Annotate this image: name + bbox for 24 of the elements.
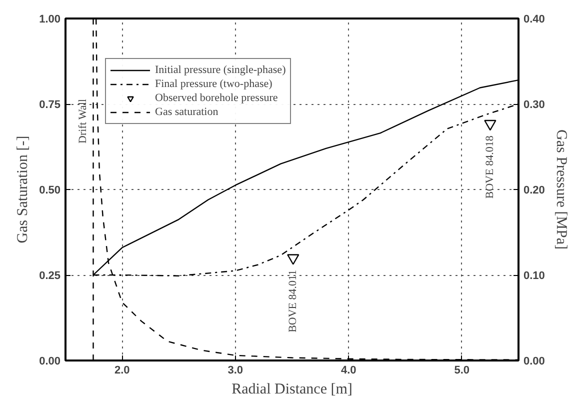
legend-label: Initial pressure (single-phase) [155, 63, 286, 77]
legend-label: Final pressure (two-phase) [155, 77, 272, 91]
ref-line-label: Drift Wall [77, 99, 90, 144]
y-tick-label: 1.00 [39, 14, 61, 26]
y-axis-title: Gas Saturation [-] [15, 136, 32, 244]
y-tick-label: 0.50 [39, 184, 61, 196]
x-tick-label: 3.0 [228, 364, 244, 376]
y-tick-label: 0.00 [39, 356, 61, 368]
y2-axis-title: Gas Pressure [MPa] [552, 130, 569, 250]
legend-label: Gas saturation [155, 105, 218, 119]
y2-tick-label: 0.10 [524, 270, 545, 282]
legend-label: Observed borehole pressure [155, 91, 278, 105]
x-axis-title: Radial Distance [m] [232, 382, 352, 398]
y-tick-label: 0.75 [39, 99, 61, 111]
y2-tick-label: 0.00 [524, 356, 545, 368]
x-tick-label: 2.0 [114, 364, 130, 376]
x-tick-label: 4.0 [340, 364, 356, 376]
annotation: BOVE 84.018 [484, 135, 496, 199]
y-tick-label: 0.25 [39, 270, 61, 282]
y2-tick-label: 0.40 [524, 14, 545, 26]
y2-tick-label: 0.20 [524, 184, 545, 196]
annotation: BOVE 84.011 [287, 270, 300, 332]
y2-tick-label: 0.30 [524, 99, 545, 111]
x-tick-label: 5.0 [454, 364, 470, 376]
